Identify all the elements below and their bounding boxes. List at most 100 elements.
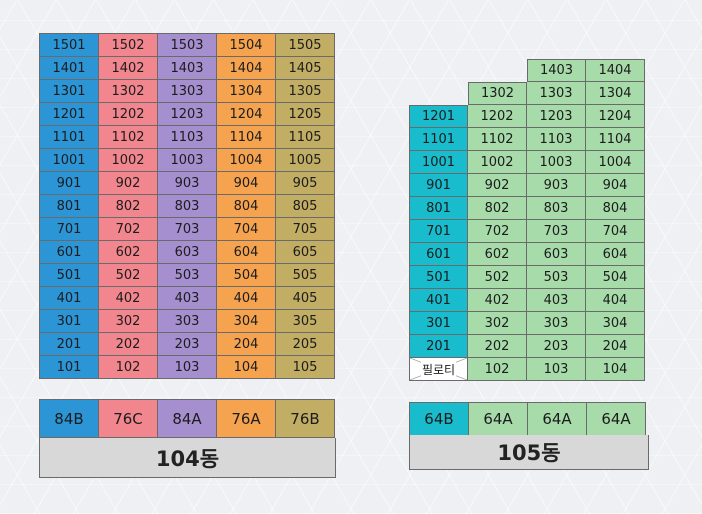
unit-cell: 601 <box>40 241 99 264</box>
unit-cell: 1102 <box>99 126 158 149</box>
unit-cell: 804 <box>586 197 645 220</box>
unit-cell: 802 <box>99 195 158 218</box>
unit-cell: 1405 <box>276 57 335 80</box>
unit-cell: 1202 <box>468 105 527 128</box>
unit-cell: 402 <box>468 289 527 312</box>
unit-cell: 503 <box>527 266 586 289</box>
unit-cell: 704 <box>217 218 276 241</box>
unit-cell: 1204 <box>586 105 645 128</box>
unit-cell: 803 <box>158 195 217 218</box>
unit-cell: 804 <box>217 195 276 218</box>
unit-cell: 104 <box>217 356 276 379</box>
unit-cell: 205 <box>276 333 335 356</box>
unit-cell: 401 <box>40 287 99 310</box>
unit-cell: 901 <box>40 172 99 195</box>
unit-cell: 101 <box>40 356 99 379</box>
unit-cell: 504 <box>217 264 276 287</box>
unit-type-cell: 64B <box>410 403 469 436</box>
building-105-unit-grid: 1403 1404 1302 1303 1304 1201 1202 1203 1204 1101… <box>409 59 645 381</box>
unit-cell: 1203 <box>527 105 586 128</box>
building-104-label: 104동 <box>39 438 336 478</box>
unit-type-cell: 84B <box>40 400 99 438</box>
unit-cell: 1503 <box>158 34 217 57</box>
unit-cell: 601 <box>409 243 468 266</box>
unit-cell: 503 <box>158 264 217 287</box>
unit-cell: 904 <box>217 172 276 195</box>
unit-cell: 1002 <box>99 149 158 172</box>
unit-cell: 1005 <box>276 149 335 172</box>
unit-cell: 902 <box>468 174 527 197</box>
unit-cell: 1201 <box>40 103 99 126</box>
unit-cell: 202 <box>99 333 158 356</box>
unit-cell: 302 <box>99 310 158 333</box>
unit-cell: 1103 <box>158 126 217 149</box>
unit-cell: 505 <box>276 264 335 287</box>
unit-cell: 204 <box>217 333 276 356</box>
unit-type-cell: 64A <box>528 403 587 436</box>
unit-cell: 1303 <box>158 80 217 103</box>
unit-cell: 103 <box>527 358 586 381</box>
unit-cell: 1104 <box>586 128 645 151</box>
unit-cell: 1501 <box>40 34 99 57</box>
unit-cell: 301 <box>409 312 468 335</box>
unit-type-cell: 76C <box>99 400 158 438</box>
unit-cell: 401 <box>409 289 468 312</box>
unit-cell: 805 <box>276 195 335 218</box>
empty-space <box>409 59 468 82</box>
unit-cell: 201 <box>40 333 99 356</box>
unit-cell: 701 <box>40 218 99 241</box>
unit-cell: 903 <box>158 172 217 195</box>
unit-cell: 603 <box>527 243 586 266</box>
unit-cell: 405 <box>276 287 335 310</box>
building-104-type-row: 84B 76C 84A 76A 76B <box>39 399 335 438</box>
unit-cell: 504 <box>586 266 645 289</box>
unit-cell: 1001 <box>40 149 99 172</box>
unit-cell: 1001 <box>409 151 468 174</box>
unit-cell: 303 <box>527 312 586 335</box>
unit-cell: 304 <box>217 310 276 333</box>
building-105-label: 105동 <box>409 435 649 470</box>
unit-cell: 1304 <box>586 82 645 105</box>
unit-cell: 1102 <box>468 128 527 151</box>
unit-cell: 1202 <box>99 103 158 126</box>
unit-cell: 102 <box>468 358 527 381</box>
unit-cell: 404 <box>586 289 645 312</box>
unit-type-cell: 84A <box>158 400 217 438</box>
unit-cell: 603 <box>158 241 217 264</box>
unit-cell: 604 <box>217 241 276 264</box>
unit-cell: 1003 <box>527 151 586 174</box>
unit-type-cell: 64A <box>469 403 528 436</box>
unit-cell: 403 <box>158 287 217 310</box>
unit-cell: 1302 <box>468 82 527 105</box>
unit-cell: 801 <box>409 197 468 220</box>
unit-cell: 901 <box>409 174 468 197</box>
unit-cell: 803 <box>527 197 586 220</box>
unit-cell: 801 <box>40 195 99 218</box>
unit-cell: 1403 <box>527 59 586 82</box>
unit-cell: 501 <box>40 264 99 287</box>
unit-cell: 1004 <box>586 151 645 174</box>
unit-cell: 905 <box>276 172 335 195</box>
unit-cell: 604 <box>586 243 645 266</box>
building-104-unit-grid: 1501 1502 1503 1504 1505 1401 1402 1403 1404 1405… <box>39 33 335 379</box>
unit-cell: 1505 <box>276 34 335 57</box>
unit-cell: 1403 <box>158 57 217 80</box>
unit-cell: 1004 <box>217 149 276 172</box>
unit-cell: 104 <box>586 358 645 381</box>
unit-cell: 1203 <box>158 103 217 126</box>
unit-cell: 802 <box>468 197 527 220</box>
unit-cell: 1305 <box>276 80 335 103</box>
unit-cell: 202 <box>468 335 527 358</box>
empty-space <box>409 82 468 105</box>
unit-cell: 301 <box>40 310 99 333</box>
unit-cell: 403 <box>527 289 586 312</box>
unit-cell: 305 <box>276 310 335 333</box>
unit-cell: 1504 <box>217 34 276 57</box>
unit-cell: 904 <box>586 174 645 197</box>
unit-cell: 1103 <box>527 128 586 151</box>
unit-cell: 702 <box>468 220 527 243</box>
unit-cell: 1404 <box>217 57 276 80</box>
unit-cell: 704 <box>586 220 645 243</box>
unit-cell: 1401 <box>40 57 99 80</box>
unit-cell: 1204 <box>217 103 276 126</box>
